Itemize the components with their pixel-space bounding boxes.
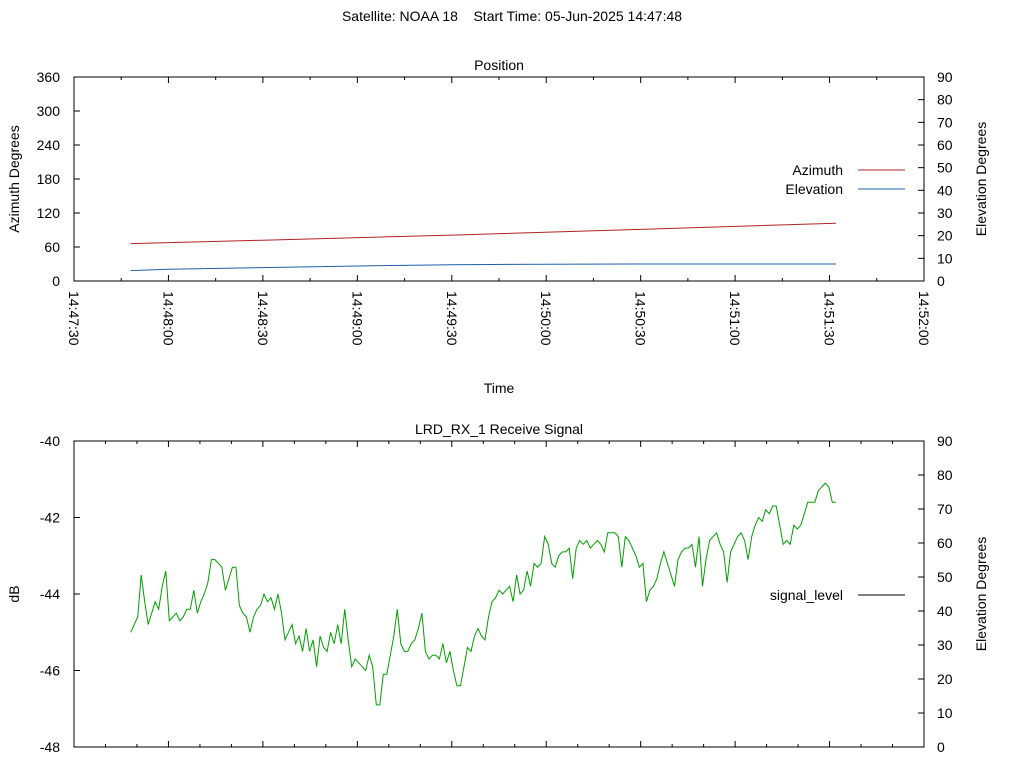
page-title: Satellite: NOAA 18 Start Time: 05-Jun-20… [341,8,683,24]
x-tick-label: 14:47:30 [66,291,82,346]
y2-tick-label: 50 [937,569,953,585]
y2-tick-label: 70 [937,114,953,130]
x-tick-label: 14:50:30 [633,291,649,346]
y2-tick-label: 20 [937,671,953,687]
y-tick-label: 360 [37,69,61,85]
y-tick-label: 120 [37,205,61,221]
y-tick-label: 180 [37,171,61,187]
y-tick-label: -40 [40,433,60,449]
y-axis-title: Azimuth Degrees [6,125,22,232]
y2-tick-label: 70 [937,501,953,517]
x-tick-label: 14:52:00 [916,291,932,346]
y2-tick-label: 90 [937,433,953,449]
y2-tick-label: 40 [937,182,953,198]
y-tick-label: -44 [40,586,60,602]
y2-tick-label: 50 [937,160,953,176]
y-tick-label: -42 [40,510,60,526]
y-tick-label: 300 [37,103,61,119]
y2-tick-label: 90 [937,69,953,85]
y2-tick-label: 30 [937,637,953,653]
y-tick-label: 60 [44,239,60,255]
y-tick-label: -46 [40,663,60,679]
y-tick-label: -48 [40,739,60,755]
y2-axis-title: Elevation Degrees [973,122,989,236]
y-axis-title: dB [6,585,22,602]
x-tick-label: 14:49:00 [349,291,365,346]
x-tick-label: 14:51:30 [822,291,838,346]
y2-tick-label: 60 [937,535,953,551]
y2-tick-label: 0 [937,739,945,755]
chart-title: Position [474,57,524,73]
x-tick-label: 14:51:00 [727,291,743,346]
x-tick-label: 14:50:00 [538,291,554,346]
y2-tick-label: 20 [937,228,953,244]
legend-label: Elevation [785,181,843,197]
legend-label: Azimuth [792,162,843,178]
y2-tick-label: 80 [937,92,953,108]
y2-tick-label: 10 [937,705,953,721]
x-axis-title: Time [484,380,515,396]
y2-tick-label: 60 [937,137,953,153]
legend-label: signal_level [770,587,843,603]
y-tick-label: 0 [52,273,60,289]
chart-title: LRD_RX_1 Receive Signal [415,421,583,437]
series-line-azimuth [130,222,836,245]
y2-tick-label: 40 [937,603,953,619]
y2-tick-label: 80 [937,467,953,483]
y2-tick-label: 10 [937,250,953,266]
x-tick-label: 14:49:30 [444,291,460,346]
position-chart: Position 0 60 120 180 240 300 360 0 10 20 30 40 50 60 7… [6,57,989,396]
y2-tick-label: 0 [937,273,945,289]
x-tick-label: 14:48:00 [160,291,176,346]
y-tick-label: 240 [37,137,61,153]
y2-axis-title: Elevation Degrees [973,537,989,651]
x-tick-label: 14:48:30 [255,291,271,346]
series-line-signal-level [130,482,836,706]
series-line-elevation [130,263,836,272]
y2-tick-label: 30 [937,205,953,221]
